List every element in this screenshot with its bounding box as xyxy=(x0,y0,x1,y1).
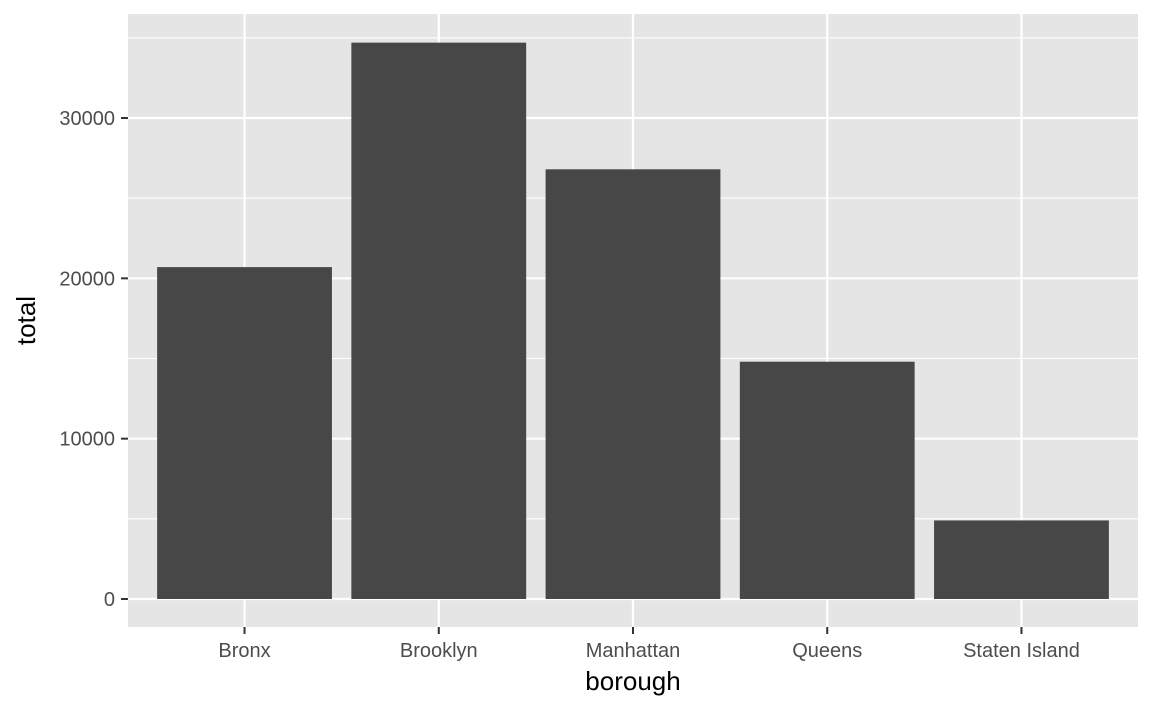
x-axis-ticks: Bronx Brooklyn Manhattan Queens Staten Islan… xyxy=(218,627,1080,662)
bar-manhattan xyxy=(545,169,721,599)
y-tick-label: 20000 xyxy=(59,268,115,290)
y-tick-label: 0 xyxy=(104,589,115,611)
bar-bronx xyxy=(157,267,332,599)
bar-queens xyxy=(739,361,915,599)
y-tick-label: 30000 xyxy=(59,108,115,130)
x-tick-label: Manhattan xyxy=(586,640,681,662)
x-tick-label: Brooklyn xyxy=(400,640,478,662)
x-tick-label: Bronx xyxy=(218,640,270,662)
y-axis-title: total xyxy=(11,296,41,345)
y-axis-ticks: 0 10000 20000 30000 xyxy=(59,108,128,611)
bar-staten-island xyxy=(934,520,1109,599)
bar-brooklyn xyxy=(351,42,527,600)
bars xyxy=(157,42,1109,600)
y-tick-label: 10000 xyxy=(59,429,115,451)
x-tick-label: Staten Island xyxy=(963,640,1080,662)
x-tick-label: Queens xyxy=(792,640,862,662)
x-axis-title: borough xyxy=(585,666,680,696)
